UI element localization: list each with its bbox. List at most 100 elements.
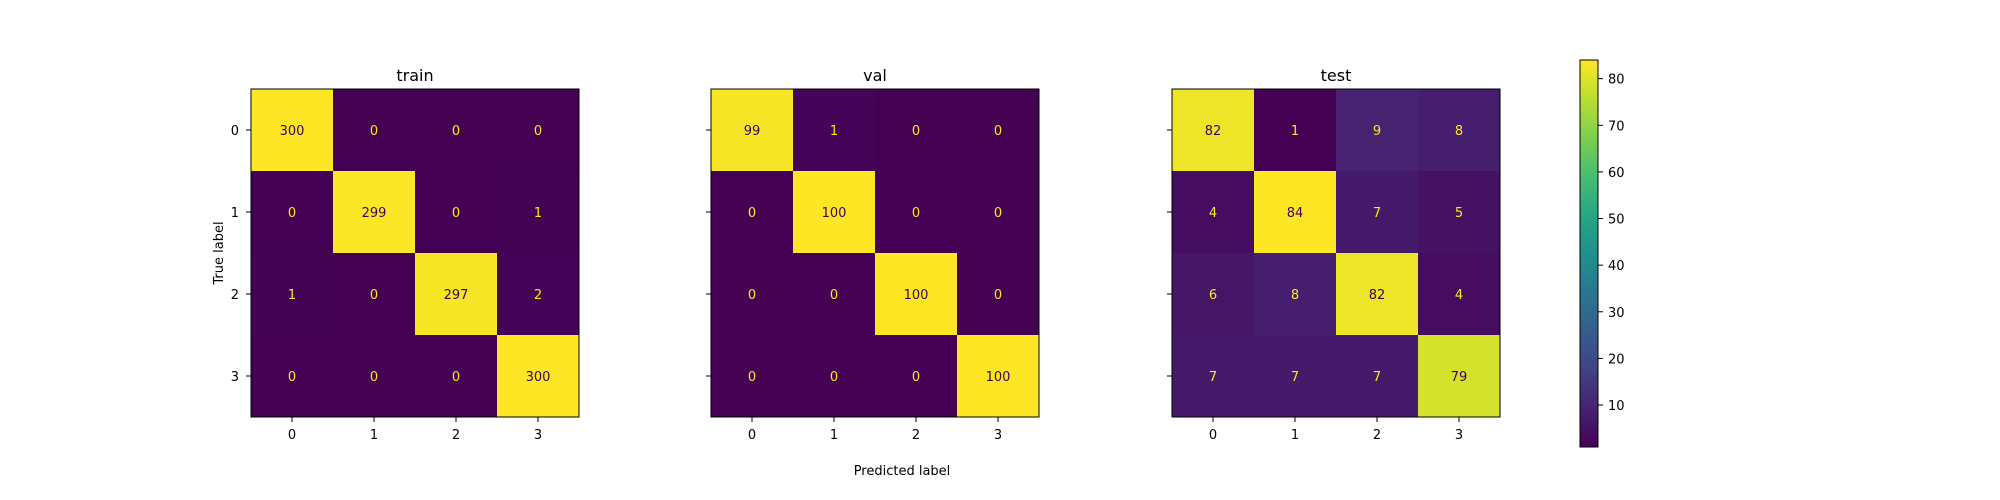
- cell-value-label: 100: [904, 288, 929, 303]
- cell-value-label: 0: [452, 370, 460, 385]
- heatmap-cell: [1336, 171, 1418, 253]
- heatmap-cell: [711, 253, 793, 335]
- heatmap-cell: [1172, 89, 1254, 171]
- cell-value-label: 0: [534, 124, 542, 139]
- x-axis-label: Predicted label: [854, 464, 951, 479]
- heatmap-cell: [333, 253, 415, 335]
- cell-value-label: 8: [1291, 288, 1299, 303]
- cell-value-label: 1: [830, 124, 838, 139]
- colorbar-tick-label: 40: [1608, 259, 1625, 274]
- cell-value-label: 300: [526, 370, 551, 385]
- cell-value-label: 0: [452, 206, 460, 221]
- x-tick-label: 1: [1291, 428, 1299, 443]
- cell-value-label: 6: [1209, 288, 1217, 303]
- cell-value-label: 8: [1455, 124, 1463, 139]
- heatmap-cell: [1172, 253, 1254, 335]
- cell-value-label: 0: [452, 124, 460, 139]
- colorbar-tick-label: 70: [1608, 119, 1625, 134]
- cell-value-label: 100: [986, 370, 1011, 385]
- cell-value-label: 7: [1291, 370, 1299, 385]
- heatmap-cell: [875, 335, 957, 417]
- heatmap-cell: [1418, 171, 1500, 253]
- heatmap-cell: [1172, 335, 1254, 417]
- x-tick-label: 2: [912, 428, 920, 443]
- heatmap-cell: [1172, 171, 1254, 253]
- cell-value-label: 0: [288, 370, 296, 385]
- colorbar: 10 20 30 40 50 60 70 80: [1579, 59, 1625, 448]
- cell-value-label: 0: [912, 370, 920, 385]
- x-tick-label: 3: [1455, 428, 1463, 443]
- x-tick-label: 2: [452, 428, 460, 443]
- heatmap-cell: [333, 335, 415, 417]
- axes-frame: [250, 88, 580, 418]
- colorbar-gradient: [1579, 59, 1599, 448]
- cell-value-label: 7: [1373, 206, 1381, 221]
- colorbar-tick-label: 10: [1608, 399, 1625, 414]
- heatmap-cell: [875, 89, 957, 171]
- cell-value-label: 297: [444, 288, 469, 303]
- cell-value-label: 0: [994, 288, 1002, 303]
- y-tick-label: 3: [231, 370, 239, 385]
- heatmap-cell: [415, 335, 497, 417]
- cell-value-label: 0: [748, 370, 756, 385]
- cell-value-label: 0: [370, 124, 378, 139]
- heatmap-cell: [875, 253, 957, 335]
- heatmap-cell: [793, 335, 875, 417]
- heatmap-cell: [497, 253, 579, 335]
- heatmap-cell: [1418, 253, 1500, 335]
- heatmap-cell: [415, 171, 497, 253]
- cell-value-label: 0: [370, 370, 378, 385]
- cell-value-label: 0: [994, 206, 1002, 221]
- heatmap-cell: [793, 171, 875, 253]
- cell-value-label: 0: [748, 206, 756, 221]
- panel-title: train: [396, 66, 433, 85]
- heatmap-cell: [251, 89, 333, 171]
- heatmap-cell: [333, 171, 415, 253]
- cell-value-label: 82: [1369, 288, 1386, 303]
- cell-value-label: 7: [1373, 370, 1381, 385]
- cell-value-label: 0: [748, 288, 756, 303]
- panel-train: 300 0 0 0 0 299 0 1 1 0 297 2 0 0 0 300 train 0 1 2 3 0 1 2 3 Tru…: [212, 66, 580, 443]
- x-tick-label: 3: [994, 428, 1002, 443]
- heatmap-cell: [1254, 89, 1336, 171]
- cell-value-label: 1: [534, 206, 542, 221]
- heatmap-cell: [957, 89, 1039, 171]
- heatmap-cell: [793, 89, 875, 171]
- cell-value-label: 1: [288, 288, 296, 303]
- heatmap-cell: [957, 253, 1039, 335]
- heatmap-cell: [1254, 171, 1336, 253]
- heatmap-cell: [251, 335, 333, 417]
- heatmap-cell: [251, 253, 333, 335]
- heatmap-cell: [711, 335, 793, 417]
- heatmap-cell: [1336, 89, 1418, 171]
- colorbar-tick-label: 60: [1608, 166, 1625, 181]
- colorbar-tick-label: 20: [1608, 352, 1625, 367]
- y-tick-label: 0: [231, 124, 239, 139]
- heatmap-cell: [415, 89, 497, 171]
- heatmap-cell: [875, 171, 957, 253]
- heatmap-cell: [497, 89, 579, 171]
- cell-value-label: 4: [1455, 288, 1463, 303]
- x-tick-label: 2: [1373, 428, 1381, 443]
- cell-value-label: 299: [362, 206, 387, 221]
- heatmap-cell: [793, 253, 875, 335]
- cell-value-label: 79: [1451, 370, 1468, 385]
- heatmap-cell: [957, 335, 1039, 417]
- heatmap-cell: [497, 171, 579, 253]
- heatmap-cell: [415, 253, 497, 335]
- heatmap-cell: [333, 89, 415, 171]
- x-tick-label: 0: [748, 428, 756, 443]
- heatmap-cell: [1336, 253, 1418, 335]
- cell-value-label: 5: [1455, 206, 1463, 221]
- y-axis-label: True label: [212, 221, 227, 285]
- heatmap-cell: [251, 171, 333, 253]
- x-tick-label: 1: [830, 428, 838, 443]
- panel-title: val: [863, 66, 887, 85]
- heatmap-cell: [497, 335, 579, 417]
- cell-value-label: 300: [280, 124, 305, 139]
- heatmap-cell: [957, 171, 1039, 253]
- cell-value-label: 84: [1287, 206, 1304, 221]
- heatmap-cell: [1336, 335, 1418, 417]
